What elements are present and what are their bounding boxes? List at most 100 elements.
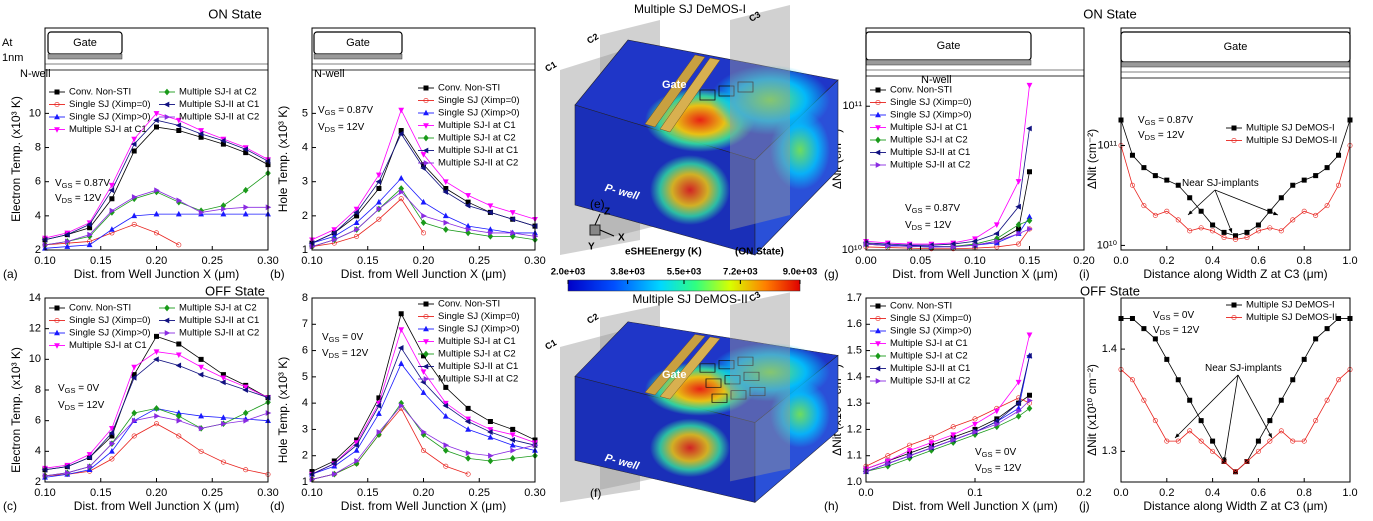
data-point <box>1301 356 1307 362</box>
data-point <box>885 242 892 249</box>
data-point <box>332 471 338 478</box>
data-point <box>153 405 160 412</box>
data-point <box>442 189 449 195</box>
x-tick-label: 0.15 <box>357 255 378 267</box>
annotation: VDS = 12V <box>58 400 105 412</box>
x-axis-label: Dist. from Well Junction X (μm) <box>74 499 239 513</box>
panel-label: (f) <box>590 486 601 500</box>
data-point <box>242 186 249 194</box>
data-point <box>1313 173 1319 179</box>
legend-marker <box>423 123 429 129</box>
x-tick-label: 0.6 <box>1251 487 1266 499</box>
data-point <box>1244 235 1250 241</box>
data-point <box>354 233 360 239</box>
data-point <box>64 243 71 249</box>
data-point <box>108 226 115 232</box>
data-point <box>443 219 450 226</box>
y-axis-label: Electron Temp. (x10³ K) <box>9 347 23 473</box>
x-tick-label: 0.20 <box>146 487 167 499</box>
data-point <box>131 433 137 439</box>
data-point <box>885 460 892 467</box>
legend-label: Multiple SJ-II at C1 <box>179 315 259 326</box>
cut-label: C1 <box>543 59 558 73</box>
data-point <box>220 379 226 386</box>
legend-label: Conv. Non-STI <box>438 83 500 94</box>
legend-label: Multiple SJ-II at C1 <box>890 363 970 374</box>
x-tick-label: 0.30 <box>257 487 278 499</box>
data-point <box>398 189 405 195</box>
legend-label: Multiple SJ DeMOS-II <box>1246 312 1337 323</box>
cut-label: C3 <box>747 9 762 23</box>
data-point <box>1129 152 1135 158</box>
panel-label: (b) <box>270 267 285 281</box>
data-point <box>1015 221 1022 229</box>
legend-label: Multiple SJ-I at C2 <box>890 351 968 362</box>
data-point <box>86 452 93 458</box>
annotation: VDS = 12V <box>1138 130 1185 142</box>
data-point <box>131 364 138 371</box>
series-line <box>1121 318 1350 473</box>
legend-marker <box>875 303 881 309</box>
data-point <box>220 210 227 217</box>
plot-frame <box>1120 297 1351 483</box>
legend-marker <box>875 87 881 93</box>
data-point <box>153 117 159 124</box>
annotation-part: V <box>1153 310 1160 321</box>
arrow-head <box>1273 211 1278 216</box>
y-axis-label: ΔNit (cm⁻²) <box>1085 129 1099 189</box>
data-point <box>1233 236 1239 242</box>
x-tick-label: 0.25 <box>469 487 490 499</box>
data-point <box>1015 400 1021 407</box>
annotation: VGS = 0.87V <box>55 178 110 190</box>
inset-region-label: N-well <box>921 74 952 86</box>
y-tick-label: 10 <box>29 353 41 365</box>
legend-marker <box>423 325 429 332</box>
data-point <box>331 460 337 467</box>
annotation-part: GS <box>325 108 336 117</box>
data-point <box>153 356 159 363</box>
data-point <box>154 124 159 130</box>
data-point <box>442 412 449 419</box>
legend-label: Single SJ (Ximp>0) <box>69 112 151 123</box>
colorbar-tick-label: 9.0e+03 <box>783 267 818 278</box>
data-point <box>108 182 115 189</box>
y-tick-label: 2 <box>35 476 41 488</box>
data-point <box>1026 405 1033 412</box>
data-point <box>154 333 159 339</box>
legend-marker <box>875 136 881 144</box>
data-point <box>907 243 913 250</box>
legend-label: Single SJ (Ximp>0) <box>438 324 520 335</box>
data-point <box>86 241 93 248</box>
data-point <box>153 210 160 217</box>
y-tick-label: 2 <box>302 450 308 462</box>
legend-marker <box>1231 125 1237 131</box>
data-point <box>993 222 1000 228</box>
inset-gate-label: Gate <box>73 37 97 49</box>
data-point <box>1233 233 1238 239</box>
device-3d <box>560 292 839 504</box>
device-title: Multiple SJ DeMOS-I <box>634 2 746 16</box>
annotation: Near SJ-implants <box>1182 178 1259 189</box>
legend-label: Multiple SJ-I at C2 <box>179 303 257 314</box>
annotation: VDS = 12V <box>322 348 369 360</box>
inset-region-label: N-well <box>20 68 51 80</box>
data-point <box>1267 438 1273 444</box>
data-point <box>109 440 116 447</box>
data-point <box>1027 392 1032 398</box>
y-tick-label: 6 <box>35 176 41 188</box>
data-point <box>131 417 138 424</box>
annotation-part: = 12V <box>339 348 369 359</box>
annotation-part: GS <box>982 450 993 459</box>
data-point <box>465 405 471 411</box>
data-point <box>1290 438 1296 444</box>
data-point <box>465 426 472 432</box>
x-tick-label: 0.10 <box>964 255 985 267</box>
x-tick-label: 0.10 <box>301 487 322 499</box>
y-tick-label: 1.4 <box>1102 343 1117 355</box>
legend-label: Conv. Non-STI <box>69 303 131 314</box>
legend-marker <box>423 85 429 91</box>
y-axis-label: Hole Temp. (x10³ K) <box>276 106 290 212</box>
data-point <box>108 448 115 454</box>
series-line <box>44 423 269 477</box>
y-tick-label: 3 <box>302 176 308 188</box>
